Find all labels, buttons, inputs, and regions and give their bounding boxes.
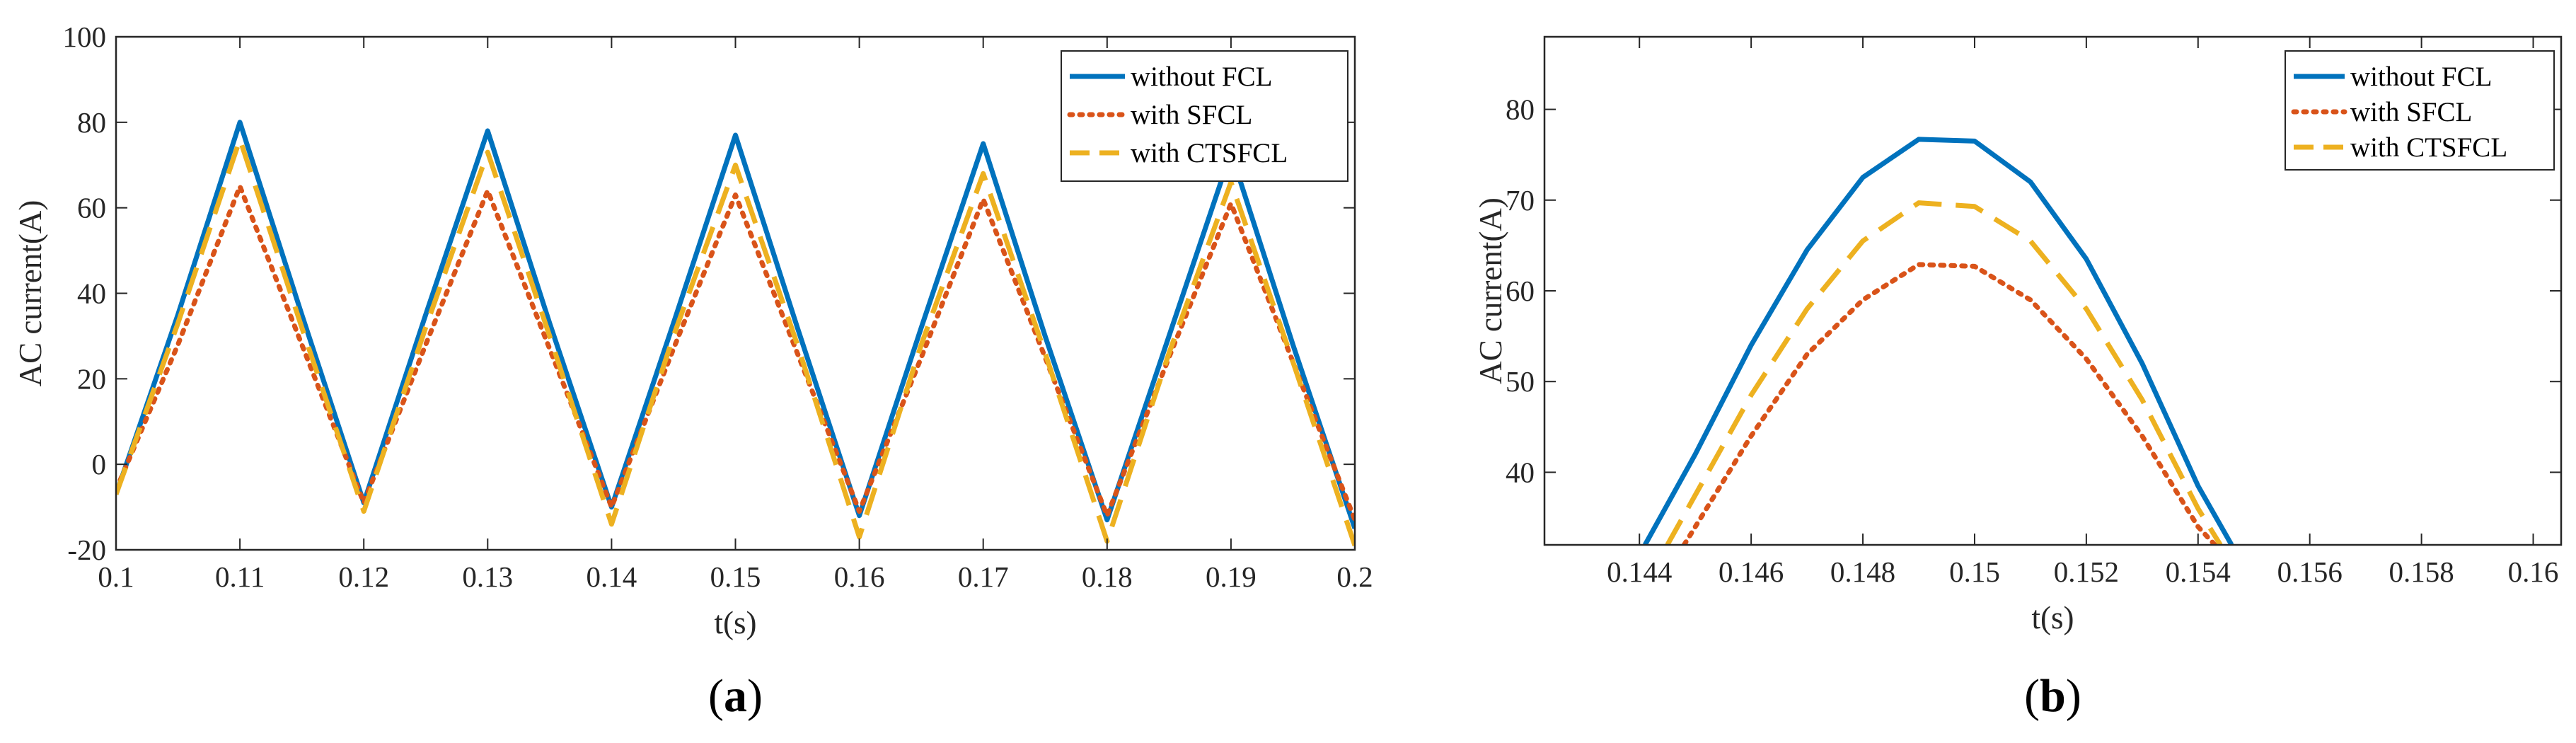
legend: without FCL with SFCL with CTSFCL (1061, 50, 1348, 182)
x-tick-label: 0.1 (98, 560, 134, 593)
x-tick-label: 0.14 (587, 560, 637, 593)
x-tick-label: 0.146 (1719, 555, 1784, 588)
x-axis-label: t(s) (715, 605, 757, 640)
panel-label: (a) (708, 670, 763, 722)
x-tick-label: 0.152 (2054, 555, 2119, 588)
x-tick-label: 0.158 (2389, 555, 2454, 588)
panel-label: (b) (2024, 670, 2081, 722)
y-tick-label: 50 (1506, 365, 1535, 398)
panel-b: 0.144 0.146 0.148 0.15 0.152 0.154 0.156 0.158 0… (1473, 35, 2563, 722)
series-line-with-ctsfcl (116, 137, 1355, 547)
x-tick-label: 0.19 (1206, 560, 1257, 593)
series-line-without-fcl (1643, 137, 2234, 545)
x-tick-label: 0.144 (1607, 555, 1672, 588)
x-tick-label: 0.12 (338, 560, 389, 593)
x-tick-label: 0.154 (2166, 555, 2231, 588)
y-axis-label: AC current(A) (1473, 197, 1508, 384)
y-tick-label: 100 (63, 21, 107, 53)
x-tick-label: 0.11 (215, 560, 265, 593)
legend-label: without FCL (1131, 62, 1272, 92)
series-lines (1643, 137, 2234, 545)
y-tick-label: 80 (77, 106, 106, 139)
y-tick-label: 40 (1506, 456, 1535, 488)
legend: without FCL with SFCL with CTSFCL (2285, 50, 2555, 171)
x-tick-label: 0.148 (1830, 555, 1895, 588)
legend-label: with SFCL (1131, 100, 1252, 130)
y-tick-label: 0 (92, 448, 107, 480)
series-line-without-fcl (116, 120, 1355, 529)
x-tick-label: 0.16 (834, 560, 885, 593)
panel-a: 0.1 0.11 0.12 0.13 0.14 0.15 0.16 0.17 0.18 0.19 0… (13, 21, 1373, 722)
series-line-with-ctsfcl (1665, 200, 2223, 545)
y-tick-label: 60 (77, 192, 106, 224)
series-line-with-sfcl (1681, 262, 2217, 545)
series-line-with-sfcl (116, 184, 1355, 523)
legend-box (2285, 50, 2555, 171)
legend-label: with SFCL (2350, 97, 2472, 127)
x-tick-label: 0.15 (710, 560, 761, 593)
y-tick-label: -20 (67, 534, 106, 566)
legend-label: with CTSFCL (1131, 138, 1288, 168)
y-tick-label: 80 (1506, 93, 1535, 126)
x-tick-label: 0.156 (2277, 555, 2343, 588)
x-tick-label: 0.18 (1082, 560, 1133, 593)
y-tick-label: 40 (77, 277, 106, 310)
x-tick-label: 0.2 (1336, 560, 1373, 593)
y-tick-label: 60 (1506, 275, 1535, 307)
x-axis-label: t(s) (2032, 600, 2074, 635)
x-tick-label: 0.13 (462, 560, 513, 593)
y-tick-label: 20 (77, 362, 106, 395)
y-axis-label: AC current(A) (13, 200, 48, 387)
x-tick-label: 0.16 (2508, 555, 2559, 588)
legend-label: without FCL (2350, 62, 2492, 92)
y-tick-label: 70 (1506, 184, 1535, 217)
x-tick-label: 0.17 (958, 560, 1009, 593)
legend-label: with CTSFCL (2350, 132, 2507, 163)
series-lines (116, 120, 1355, 547)
x-tick-label: 0.15 (1949, 555, 2000, 588)
